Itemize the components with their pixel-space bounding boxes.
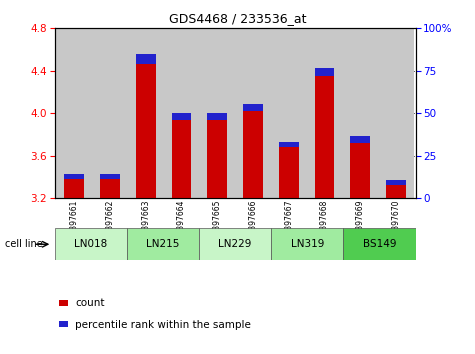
Bar	[164, 28, 200, 198]
Bar	[343, 228, 416, 260]
Bar	[235, 28, 271, 198]
Bar	[208, 113, 227, 120]
Bar	[279, 147, 299, 198]
Bar	[200, 28, 235, 198]
Bar	[271, 228, 343, 260]
Text: cell line: cell line	[5, 239, 42, 249]
Bar	[279, 142, 299, 147]
Text: LN215: LN215	[146, 239, 180, 249]
Bar	[57, 28, 92, 198]
Text: LN229: LN229	[218, 239, 252, 249]
Bar	[243, 104, 263, 111]
Bar	[351, 136, 370, 143]
Bar	[378, 28, 414, 198]
Bar	[59, 321, 68, 327]
Bar	[386, 181, 406, 185]
Bar	[100, 179, 120, 198]
Bar	[127, 228, 199, 260]
Bar	[92, 28, 128, 198]
Bar	[199, 228, 271, 260]
Bar	[306, 28, 342, 198]
Text: LN018: LN018	[74, 239, 107, 249]
Bar	[171, 113, 191, 120]
Bar	[100, 174, 120, 179]
Bar	[136, 54, 156, 64]
Text: percentile rank within the sample: percentile rank within the sample	[75, 320, 251, 330]
Bar	[243, 111, 263, 198]
Bar	[314, 76, 334, 198]
Bar	[128, 28, 164, 198]
Text: count: count	[75, 298, 104, 308]
Bar	[314, 68, 334, 76]
Bar	[55, 228, 127, 260]
Bar	[342, 28, 378, 198]
Text: GDS4468 / 233536_at: GDS4468 / 233536_at	[169, 12, 306, 25]
Text: BS149: BS149	[363, 239, 396, 249]
Bar	[65, 174, 84, 179]
Bar	[351, 143, 370, 198]
Bar	[208, 120, 227, 198]
Bar	[271, 28, 306, 198]
Text: LN319: LN319	[291, 239, 324, 249]
Bar	[386, 185, 406, 198]
Bar	[59, 300, 68, 306]
Bar	[65, 179, 84, 198]
Bar	[171, 120, 191, 198]
Bar	[136, 64, 156, 198]
